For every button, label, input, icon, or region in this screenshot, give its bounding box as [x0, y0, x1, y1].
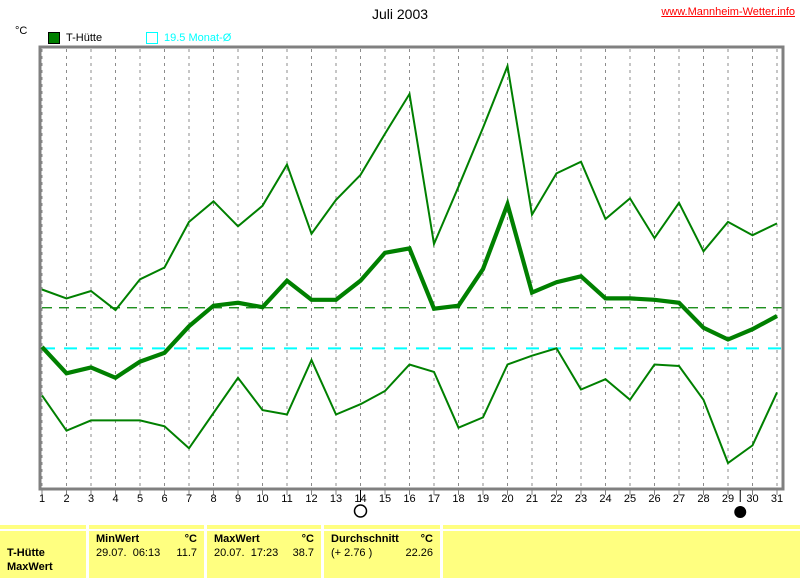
- new-moon-icon: [734, 506, 747, 518]
- x-tick-label: 22: [550, 493, 563, 505]
- series-line-max: [41, 62, 778, 312]
- x-tick-label: 15: [378, 493, 392, 505]
- x-tick-label: 3: [87, 493, 95, 505]
- page-title: Juli 2003: [371, 6, 429, 22]
- max-value: 38.7: [292, 547, 314, 559]
- x-tick-label: 11: [281, 493, 293, 505]
- x-tick-label: 23: [574, 493, 588, 505]
- table-cell-station: T-Hütte MaxWert: [0, 525, 86, 578]
- y-axis-unit-label: °C: [15, 25, 28, 37]
- x-tick-label: 30: [746, 493, 759, 505]
- avg-unit: °C: [420, 533, 433, 545]
- legend-filled-square-icon: [48, 32, 60, 44]
- x-tick-label: 26: [648, 493, 661, 505]
- legend-label: 19.5 Monat-Ø: [164, 32, 232, 44]
- table-divider: [207, 529, 321, 531]
- x-tick-label: 25: [623, 493, 637, 505]
- table-divider: [443, 529, 800, 531]
- max-header: MaxWert: [214, 533, 260, 545]
- temperature-line-chart: [38, 45, 785, 518]
- x-tick-label: 18: [452, 493, 465, 505]
- x-tick-label: 29: [721, 493, 735, 505]
- x-tick-label: 8: [210, 493, 217, 505]
- table-cell-durchschnitt: Durchschnitt °C (+ 2.76 ) 22.26: [324, 525, 440, 578]
- x-tick-label: 20: [501, 493, 514, 505]
- x-tick-label: 9: [234, 493, 242, 505]
- x-tick-label: 1: [38, 493, 46, 505]
- x-tick-label: 31: [770, 493, 784, 505]
- max-datetime: 20.07. 17:23: [214, 547, 279, 559]
- min-datetime: 29.07. 06:13: [96, 547, 161, 559]
- legend-item-t-huette: T-Hütte: [48, 31, 102, 45]
- x-tick-label: 4: [112, 493, 119, 505]
- x-tick-label: 6: [161, 493, 168, 505]
- min-value: 11.7: [176, 547, 197, 559]
- x-tick-label: 21: [525, 493, 539, 505]
- x-tick-label: 24: [599, 493, 612, 505]
- x-tick-label: 19: [476, 493, 490, 505]
- axis-box: [38, 45, 785, 491]
- legend-item-monthly-average: 19.5 Monat-Ø: [146, 31, 231, 45]
- x-tick-label: 5: [136, 493, 144, 505]
- station-series-label: MaxWert: [7, 561, 53, 573]
- avg-value: 22.26: [405, 547, 433, 559]
- full-moon-icon: [353, 504, 368, 518]
- max-unit: °C: [301, 533, 314, 545]
- table-divider: [89, 529, 204, 531]
- table-divider: [324, 529, 440, 531]
- legend-outline-square-icon: [146, 32, 158, 44]
- min-unit: °C: [184, 533, 197, 545]
- x-tick-label: 28: [697, 493, 710, 505]
- x-tick-label: 14: [354, 493, 367, 505]
- avg-header: Durchschnitt: [331, 533, 399, 545]
- x-tick-label: 2: [63, 493, 70, 505]
- x-tick-label: 13: [329, 493, 343, 505]
- avg-anomaly: (+ 2.76 ): [331, 547, 373, 559]
- x-tick-label: 10: [256, 493, 269, 505]
- series-line-min: [41, 347, 778, 465]
- table-cell-maxwert: MaxWert °C 20.07. 17:23 38.7: [207, 525, 321, 578]
- station-name: T-Hütte: [7, 547, 45, 559]
- x-tick-label: 16: [403, 493, 416, 505]
- min-header: MinWert: [96, 533, 140, 545]
- x-tick-label: 7: [185, 493, 193, 505]
- table-divider: [0, 529, 86, 531]
- series-line-mean: [40, 197, 778, 381]
- x-tick-label: 17: [427, 493, 441, 505]
- x-tick-label: 27: [672, 493, 686, 505]
- table-cell-empty: [443, 525, 800, 578]
- legend-label: T-Hütte: [66, 32, 103, 44]
- table-cell-minwert: MinWert °C 29.07. 06:13 11.7: [89, 525, 204, 578]
- website-link[interactable]: www.Mannheim-Wetter.info: [661, 6, 795, 18]
- x-tick-label: 12: [305, 493, 318, 505]
